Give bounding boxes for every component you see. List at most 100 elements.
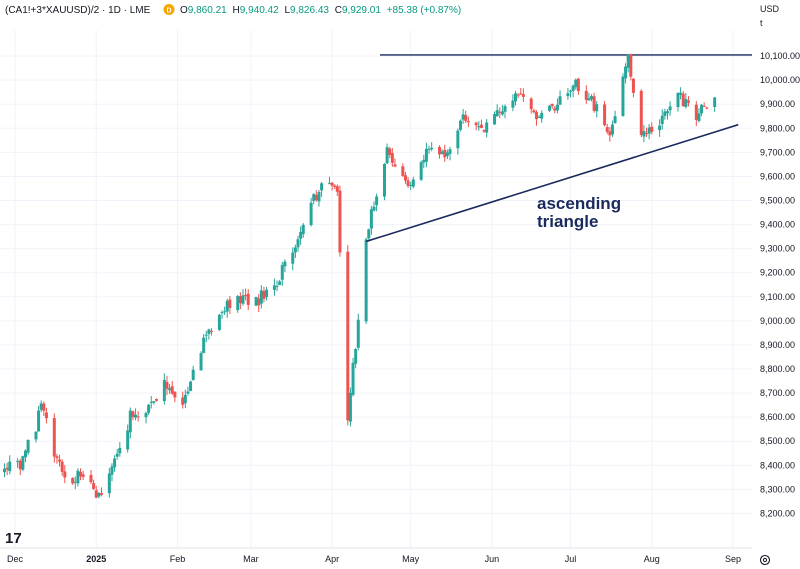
symbol-title[interactable]: (CA1!+3*XAUUSD)/2 · 1D · LME bbox=[5, 5, 151, 16]
candle-body bbox=[265, 289, 269, 297]
candle-body bbox=[438, 147, 442, 155]
candle-body bbox=[278, 281, 282, 285]
candle-body bbox=[571, 85, 575, 91]
high-label: H bbox=[233, 5, 240, 16]
candle-body bbox=[605, 127, 609, 132]
candle-body bbox=[705, 107, 709, 109]
candle-body bbox=[223, 311, 227, 313]
candle-body bbox=[293, 247, 297, 253]
candle-body bbox=[592, 96, 596, 111]
candle-body bbox=[241, 295, 245, 304]
candle-body bbox=[411, 179, 415, 187]
time-tick-label: Apr bbox=[325, 554, 339, 564]
candle-body bbox=[419, 162, 423, 180]
candle-body bbox=[608, 131, 612, 136]
price-tick-label: 8,700.00 bbox=[760, 388, 795, 398]
price-tick-label: 8,800.00 bbox=[760, 364, 795, 374]
ohlc-values: O9,860.21 H9,940.42 L9,826.43 C9,929.01 … bbox=[180, 5, 461, 16]
price-tick-label: 9,800.00 bbox=[760, 123, 795, 133]
candle-body bbox=[626, 54, 630, 68]
annotation-triangle: triangle bbox=[537, 212, 598, 231]
candle-body bbox=[668, 106, 672, 111]
price-tick-label: 8,300.00 bbox=[760, 484, 795, 494]
price-tick-label: 8,900.00 bbox=[760, 340, 795, 350]
candle-body bbox=[700, 104, 704, 114]
candle-body bbox=[445, 152, 449, 156]
candle-body bbox=[44, 412, 48, 419]
candle-body bbox=[107, 473, 111, 494]
candle-body bbox=[519, 93, 523, 95]
candle-body bbox=[272, 285, 276, 290]
candle-body bbox=[16, 460, 20, 462]
time-tick-label: May bbox=[402, 554, 420, 564]
candle-body bbox=[369, 209, 373, 229]
candle-body bbox=[346, 251, 350, 421]
candle-body bbox=[686, 100, 690, 103]
time-tick-label: 2025 bbox=[86, 554, 106, 564]
candle-body bbox=[348, 392, 352, 422]
price-tick-label: 9,000.00 bbox=[760, 316, 795, 326]
candle-body bbox=[115, 453, 119, 457]
candle-body bbox=[540, 112, 544, 119]
candle-body bbox=[283, 261, 287, 267]
candle-body bbox=[58, 459, 62, 462]
candle-body bbox=[228, 299, 232, 308]
high-value: 9,940.42 bbox=[240, 5, 279, 16]
candle-body bbox=[409, 185, 413, 187]
currency-label: USD bbox=[760, 4, 780, 14]
price-tick-label: 9,200.00 bbox=[760, 268, 795, 278]
candle-body bbox=[558, 96, 562, 105]
candle-body bbox=[317, 191, 321, 202]
candle-body bbox=[388, 148, 392, 155]
candle-body bbox=[382, 163, 386, 197]
candle-body bbox=[642, 131, 646, 137]
candle-body bbox=[514, 93, 518, 102]
candle-body bbox=[372, 206, 376, 211]
currency-sub: t bbox=[760, 18, 763, 28]
candle-body bbox=[55, 456, 59, 459]
candle-body bbox=[466, 121, 470, 123]
price-tick-label: 9,600.00 bbox=[760, 171, 795, 181]
candle-body bbox=[532, 110, 536, 113]
candle-body bbox=[210, 330, 214, 332]
candle-body bbox=[660, 115, 664, 124]
candle-body bbox=[333, 185, 337, 187]
candle-body bbox=[126, 430, 130, 450]
candle-body bbox=[320, 183, 324, 191]
candle-body bbox=[97, 492, 101, 497]
candle-body bbox=[275, 285, 279, 287]
price-axis[interactable]: 8,200.00 8,300.00 8,400.00 8,500.00 8,600.00… bbox=[760, 51, 800, 518]
candle-body bbox=[367, 229, 371, 239]
candle-body bbox=[516, 94, 520, 96]
candle-body bbox=[309, 202, 313, 226]
open-value: 9,860.21 bbox=[188, 5, 227, 16]
price-tick-label: 9,300.00 bbox=[760, 244, 795, 254]
candle-body bbox=[155, 399, 159, 401]
candle-body bbox=[168, 388, 172, 391]
candle-body bbox=[181, 397, 185, 405]
settings-icon[interactable] bbox=[759, 554, 771, 566]
candle-body bbox=[553, 108, 557, 111]
candle-body bbox=[385, 147, 389, 164]
candle-body bbox=[390, 153, 394, 163]
candle-body bbox=[162, 379, 166, 402]
candle-body bbox=[665, 111, 669, 114]
candle-body bbox=[26, 439, 30, 453]
candle-body bbox=[8, 461, 12, 472]
candle-body bbox=[238, 296, 242, 304]
candle-body bbox=[639, 90, 643, 136]
candle-body bbox=[393, 164, 397, 167]
candle-body bbox=[94, 490, 98, 498]
candle-body bbox=[60, 461, 64, 472]
time-axis[interactable]: Dec 2025 Feb Mar Apr May Jun Jul Aug Sep bbox=[7, 554, 741, 564]
candle-body bbox=[574, 79, 578, 88]
candle-body bbox=[335, 186, 339, 192]
candle-body bbox=[128, 410, 132, 433]
candle-body bbox=[663, 111, 667, 116]
candle-body bbox=[236, 296, 240, 311]
time-tick-label: Sep bbox=[725, 554, 741, 564]
candle-body bbox=[299, 231, 303, 239]
candle-body bbox=[658, 125, 662, 131]
candle-body bbox=[584, 90, 588, 100]
